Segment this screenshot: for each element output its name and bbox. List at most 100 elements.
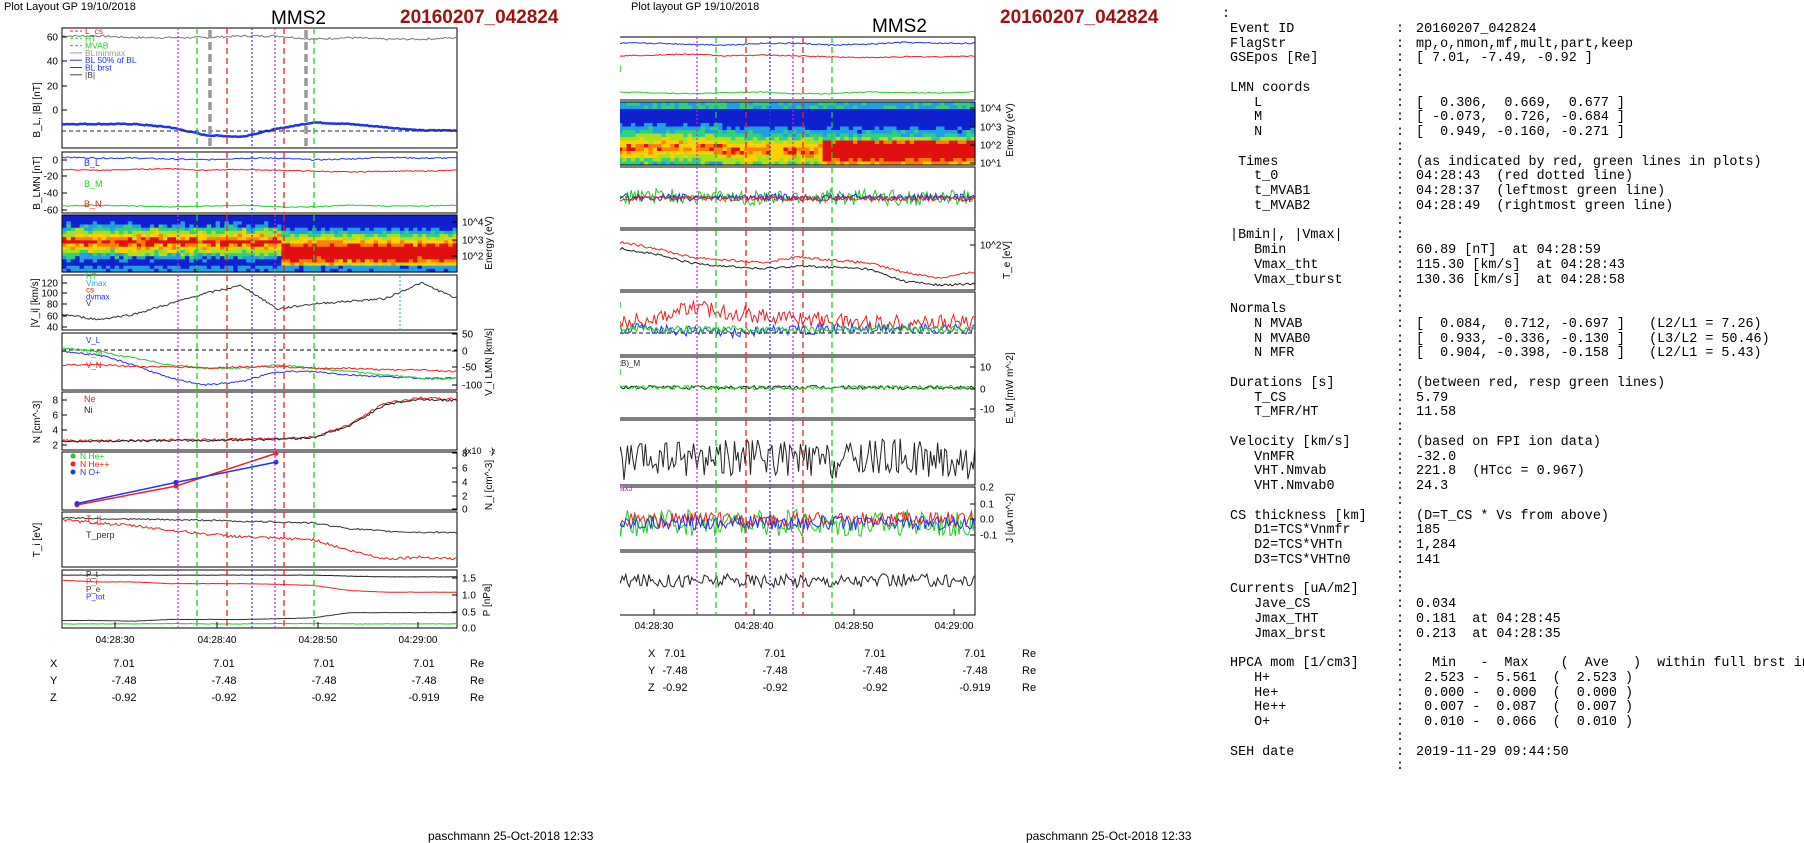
info-row: H+: 2.523 - 5.561 ( 2.523 ) bbox=[1222, 672, 1804, 687]
spectrogram-cell bbox=[840, 106, 845, 110]
spectrogram-cell bbox=[962, 109, 967, 113]
info-value: 0.000 - 0.000 ( 0.000 ) bbox=[1408, 686, 1633, 701]
spectrogram-cell bbox=[775, 109, 780, 113]
spectrogram-cell bbox=[940, 116, 945, 120]
spectrogram-cell bbox=[862, 116, 867, 120]
spectrogram-cell bbox=[823, 123, 828, 127]
spectrogram-cell bbox=[653, 148, 658, 152]
spectrogram-cell bbox=[879, 141, 884, 145]
spectrogram-cell bbox=[727, 134, 732, 138]
spectrogram-cell bbox=[731, 106, 736, 110]
spectrogram-cell bbox=[914, 144, 919, 148]
spectrogram-cell bbox=[640, 102, 645, 106]
spectrogram-cell bbox=[818, 120, 823, 124]
legend-label: E_M bbox=[620, 368, 622, 377]
spectrogram-cell bbox=[640, 134, 645, 138]
info-value: 04:28:43 (red dotted line) bbox=[1408, 169, 1633, 184]
spectrogram-cell bbox=[753, 155, 758, 159]
spectrogram-cell bbox=[897, 116, 902, 120]
spectrogram-cell bbox=[775, 148, 780, 152]
spectrogram-cell bbox=[923, 102, 928, 106]
legend-label: B_L bbox=[84, 158, 100, 168]
info-row: Jave_CS: 0.034 bbox=[1222, 598, 1804, 613]
spectrogram-cell bbox=[892, 137, 897, 141]
spectrogram-cell bbox=[779, 151, 784, 155]
info-key: Times bbox=[1222, 156, 1396, 171]
spectrogram-cell bbox=[818, 148, 823, 152]
spectrogram-cell bbox=[810, 113, 815, 117]
info-row: : bbox=[1222, 495, 1804, 510]
spectrogram-cell bbox=[661, 148, 666, 152]
spectrogram-cell bbox=[849, 151, 854, 155]
spectrogram-cell bbox=[936, 144, 941, 148]
spectrogram-cell bbox=[657, 106, 662, 110]
spectrogram-cell bbox=[622, 158, 627, 162]
spectrogram-cell bbox=[679, 155, 684, 159]
coord-label: X bbox=[50, 658, 57, 670]
spectrogram-cell bbox=[622, 137, 627, 141]
spectrogram-cell bbox=[657, 113, 662, 117]
spectrogram-cell bbox=[810, 102, 815, 106]
spectrogram-cell bbox=[705, 106, 710, 110]
spectrogram-cell bbox=[701, 102, 706, 106]
spectrogram-cell bbox=[640, 120, 645, 124]
spectrogram-cell bbox=[962, 151, 967, 155]
spectrogram-cell bbox=[779, 123, 784, 127]
spectrogram-cell bbox=[722, 116, 727, 120]
event-info-listing: : Event ID: 20160207_042824 FlagStr: mp,… bbox=[1222, 8, 1804, 775]
coord-value: 7.01 bbox=[755, 648, 795, 660]
info-colon: : bbox=[1396, 583, 1408, 598]
spectrogram-cell bbox=[901, 116, 906, 120]
info-colon: : bbox=[1396, 347, 1408, 362]
spectrogram-cell bbox=[879, 137, 884, 141]
spectrogram-cell bbox=[631, 102, 636, 106]
spectrogram-cell bbox=[871, 120, 876, 124]
coord-value: 7.01 bbox=[855, 648, 895, 660]
spectrogram-cell bbox=[661, 109, 666, 113]
info-value: 130.36 [km/s] at 04:28:58 bbox=[1408, 273, 1625, 288]
spectrogram-cell bbox=[762, 116, 767, 120]
info-row: SEH date: 2019-11-29 09:44:50 bbox=[1222, 746, 1804, 761]
spectrogram-cell bbox=[692, 148, 697, 152]
y-tick-label: 10^4 bbox=[462, 218, 484, 229]
spectrogram-cell bbox=[727, 106, 732, 110]
info-colon: : bbox=[1396, 67, 1408, 82]
spectrogram-cell bbox=[775, 137, 780, 141]
spectrogram-cell bbox=[666, 141, 671, 145]
spectrogram-cell bbox=[888, 151, 893, 155]
info-colon: : bbox=[1396, 406, 1408, 421]
spectrogram-cell bbox=[731, 134, 736, 138]
spectrogram-cell bbox=[857, 116, 862, 120]
spectrogram-cell bbox=[897, 130, 902, 134]
spectrogram-cell bbox=[762, 141, 767, 145]
spectrogram-cell bbox=[692, 155, 697, 159]
spectrogram-cell bbox=[653, 113, 658, 117]
bn-line bbox=[62, 205, 457, 207]
y-tick-label: 0.0 bbox=[462, 624, 476, 635]
spectrogram-cell bbox=[648, 144, 653, 148]
spectrogram-cell bbox=[836, 127, 841, 131]
spectrogram-cell bbox=[666, 134, 671, 138]
spectrogram-cell bbox=[823, 134, 828, 138]
spectrogram-cell bbox=[958, 137, 963, 141]
info-row: Bmin: 60.89 [nT] at 04:28:59 bbox=[1222, 244, 1804, 259]
info-value: [ 0.933, -0.336, -0.130 ] (L3/L2 = 50.46… bbox=[1408, 332, 1770, 347]
spectrogram-cell bbox=[670, 120, 675, 124]
spectrogram-cell bbox=[862, 120, 867, 124]
spectrogram-cell bbox=[779, 134, 784, 138]
spectrogram-cell bbox=[871, 155, 876, 159]
spectrogram-cell bbox=[757, 106, 762, 110]
spectrogram-cell bbox=[753, 109, 758, 113]
spectrogram-cell bbox=[866, 127, 871, 131]
spectrogram-cell bbox=[688, 123, 693, 127]
info-key bbox=[1222, 495, 1396, 510]
y-tick-label: 80 bbox=[47, 300, 59, 311]
spectrogram-cell bbox=[627, 127, 632, 131]
pressure-axis-label: P [nPa] bbox=[482, 583, 493, 616]
spectrogram-cell bbox=[875, 106, 880, 110]
info-value: 2.523 - 5.561 ( 2.523 ) bbox=[1408, 671, 1633, 686]
info-colon: : bbox=[1396, 613, 1408, 628]
spectrogram-cell bbox=[701, 137, 706, 141]
spectrogram-cell bbox=[796, 151, 801, 155]
spectrogram-cell bbox=[753, 102, 758, 106]
